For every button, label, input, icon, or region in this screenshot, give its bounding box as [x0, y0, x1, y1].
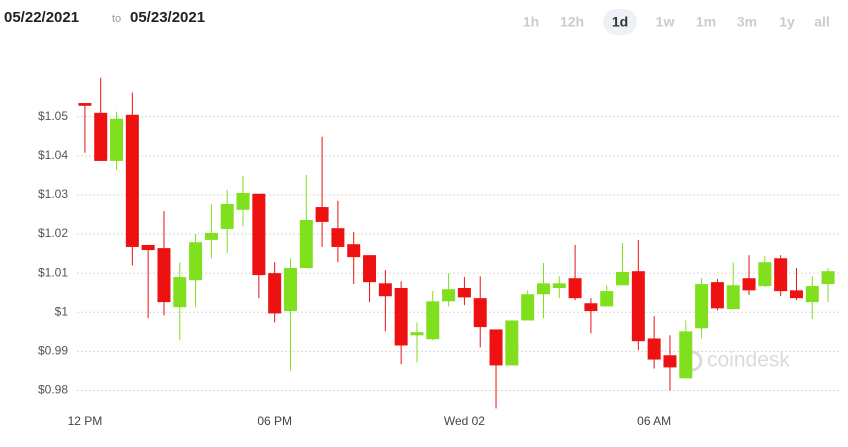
period-button[interactable]: 12h [560, 14, 584, 30]
candle-body [521, 294, 535, 321]
candle-body [789, 290, 803, 299]
period-button[interactable]: 3m [737, 14, 757, 30]
candle-body [331, 228, 345, 247]
candle-body [347, 244, 361, 258]
period-button[interactable]: 1y [779, 14, 795, 30]
candle-body [647, 338, 661, 360]
candle-body [299, 219, 313, 269]
candle-body [236, 192, 250, 210]
candle-body [204, 232, 218, 240]
y-tick-label: $1.02 [38, 226, 68, 240]
candle-body [268, 273, 282, 314]
candle-body [774, 258, 788, 292]
candle-body [394, 288, 408, 346]
period-button[interactable]: 1w [656, 14, 675, 30]
candle-body [742, 278, 756, 291]
candle-body [710, 282, 724, 309]
period-button[interactable]: 1m [696, 14, 716, 30]
candle-body [378, 283, 392, 297]
period-button[interactable]: all [814, 14, 830, 30]
candle-body [758, 262, 772, 287]
period-button[interactable]: 1d [612, 14, 628, 30]
candle-body [94, 112, 108, 161]
watermark: coindesk [681, 349, 790, 372]
candle-body [141, 244, 155, 251]
date-separator: to [112, 13, 121, 25]
candle-body [410, 332, 424, 336]
date-from: 05/22/2021 [4, 9, 79, 26]
x-tick-label: 06 AM [637, 414, 671, 428]
candle-body [110, 118, 124, 161]
period-selected-bg[interactable] [603, 9, 637, 35]
candle-body [125, 114, 139, 247]
candle-body [173, 277, 187, 308]
candle-body [631, 271, 645, 342]
candle-body [695, 284, 709, 329]
candle-body [726, 285, 740, 310]
candle-body [473, 298, 487, 328]
candle-body [457, 288, 471, 298]
candle-body [157, 248, 171, 303]
candle-body [489, 329, 503, 366]
y-tick-label: $1.03 [38, 187, 68, 201]
candle-body [78, 103, 92, 106]
candle-body [584, 303, 598, 312]
y-tick-label: $0.99 [38, 344, 68, 358]
date-to: 05/23/2021 [130, 9, 205, 26]
y-tick-label: $0.98 [38, 383, 68, 397]
x-tick-label: Wed 02 [444, 414, 485, 428]
candle-body [442, 289, 456, 302]
candle-body [315, 207, 329, 222]
candle-body [536, 283, 550, 295]
candle-body [189, 242, 203, 281]
candle-body [616, 271, 630, 286]
y-tick-label: $1.05 [38, 109, 68, 123]
y-tick-label: $1 [55, 304, 69, 318]
period-selector: 1h 12h 1d 1w 1m 3m 1y all [523, 9, 830, 35]
candle-body [252, 193, 266, 276]
period-button[interactable]: 1h [523, 14, 539, 30]
candle-body [220, 203, 234, 229]
candle-body [663, 355, 677, 368]
candle-body [283, 268, 297, 312]
x-tick-label: 06 PM [257, 414, 292, 428]
candle-body [552, 283, 566, 289]
candle-body [426, 301, 440, 340]
candle-body [505, 320, 519, 366]
y-tick-label: $1.01 [38, 265, 68, 279]
x-tick-label: 12 PM [68, 414, 103, 428]
candle-body [679, 331, 693, 379]
y-tick-label: $1.04 [38, 148, 68, 162]
candle-body [363, 255, 377, 283]
candle-body [821, 271, 835, 285]
candle-body [568, 278, 582, 299]
watermark-text: coindesk [707, 349, 790, 372]
candle-body [805, 286, 819, 303]
candle-body [600, 291, 614, 307]
